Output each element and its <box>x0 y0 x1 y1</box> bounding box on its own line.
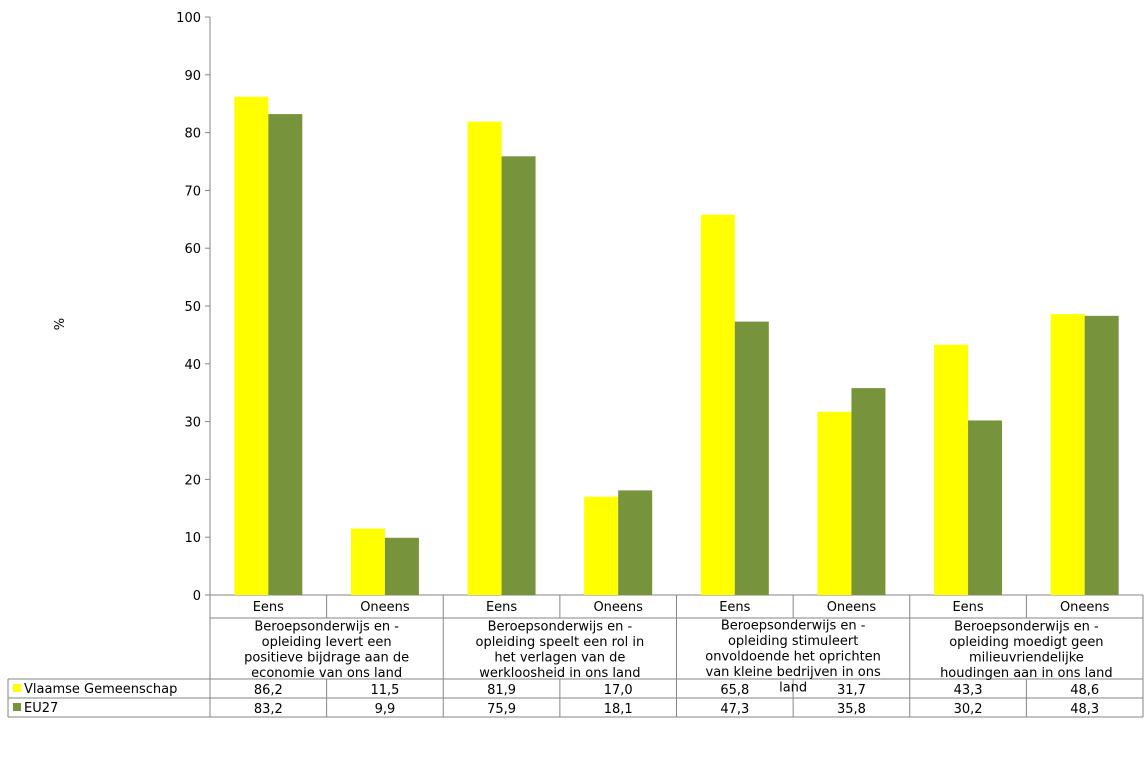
bar <box>735 322 769 595</box>
y-tick-label: 20 <box>184 473 201 488</box>
legend-swatch <box>13 684 21 692</box>
bar <box>268 114 302 595</box>
group-label: milieuvriendelijke <box>969 650 1084 665</box>
y-axis-label: % <box>53 318 68 330</box>
group-label: het verlagen van de <box>494 650 625 665</box>
data-label: 31,7 <box>837 683 866 698</box>
y-tick-label: 70 <box>184 184 201 199</box>
data-label: 17,0 <box>604 683 633 698</box>
data-label: 81,9 <box>487 683 516 698</box>
bar <box>817 412 851 595</box>
data-label: 83,2 <box>254 702 283 717</box>
group-label: werkloosheid in ons land <box>479 666 640 681</box>
x-tick-label: Eens <box>486 600 517 615</box>
bar <box>468 122 502 595</box>
legend-swatch <box>13 703 21 711</box>
y-tick-label: 30 <box>184 416 201 431</box>
x-tick-label: Eens <box>719 600 750 615</box>
data-label: 48,6 <box>1070 683 1099 698</box>
group-label: positieve bijdrage aan de <box>244 650 409 665</box>
y-tick-label: 90 <box>184 69 201 84</box>
y-tick-label: 0 <box>193 589 201 604</box>
group-label: Beroepsonderwijs en - <box>721 619 866 634</box>
group-label: opleiding moedigt geen <box>949 635 1103 650</box>
bar <box>351 529 385 595</box>
group-label: Beroepsonderwijs en - <box>254 619 399 634</box>
bar <box>1085 316 1119 595</box>
y-tick-label: 60 <box>184 242 201 257</box>
x-tick-label: Oneens <box>827 600 877 615</box>
data-label: 86,2 <box>254 683 283 698</box>
bar <box>234 97 268 595</box>
data-label: 35,8 <box>837 702 866 717</box>
group-label: opleiding stimuleert <box>728 634 858 649</box>
data-label: 48,3 <box>1070 702 1099 717</box>
legend-label: EU27 <box>24 701 58 716</box>
y-tick-label: 40 <box>184 358 201 373</box>
group-label: onvoldoende het oprichten <box>705 650 881 665</box>
group-label: opleiding levert een <box>262 635 392 650</box>
group-label: houdingen aan in ons land <box>940 666 1113 681</box>
data-label: 9,9 <box>375 702 396 717</box>
group-label: opleiding speelt een rol in <box>475 635 644 650</box>
data-label: 30,2 <box>954 702 983 717</box>
group-label: Beroepsonderwijs en - <box>488 619 633 634</box>
data-label: 65,8 <box>720 683 749 698</box>
y-tick-label: 10 <box>184 531 201 546</box>
data-label: 43,3 <box>954 683 983 698</box>
bars-layer <box>234 97 1118 595</box>
data-label: 18,1 <box>604 702 633 717</box>
group-label: economie van ons land <box>251 666 402 681</box>
data-table: Eens Oneens Eens Oneens Eens Oneens Eens Oneens… <box>8 595 1143 717</box>
y-tick-label: 100 <box>176 11 201 26</box>
bar <box>502 156 536 595</box>
bar <box>385 538 419 595</box>
bar <box>934 345 968 595</box>
data-label: 11,5 <box>370 683 399 698</box>
x-tick-label: Eens <box>952 600 983 615</box>
group-label: Beroepsonderwijs en - <box>954 619 1099 634</box>
bar <box>968 420 1002 595</box>
group-label: van kleine bedrijven in ons <box>706 665 881 680</box>
x-tick-label: Oneens <box>593 600 643 615</box>
x-tick-label: Oneens <box>1060 600 1110 615</box>
bar <box>618 490 652 595</box>
bar <box>1051 314 1085 595</box>
data-label: 47,3 <box>720 702 749 717</box>
x-tick-label: Eens <box>253 600 284 615</box>
y-tick-label: 80 <box>184 127 201 142</box>
data-label: 75,9 <box>487 702 516 717</box>
legend-label: Vlaamse Gemeenschap <box>24 682 177 697</box>
y-tick-label: 50 <box>184 300 201 315</box>
x-tick-label: Oneens <box>360 600 410 615</box>
group-label: land <box>779 681 807 696</box>
bar <box>584 497 618 595</box>
bar <box>701 215 735 595</box>
bar <box>851 388 885 595</box>
